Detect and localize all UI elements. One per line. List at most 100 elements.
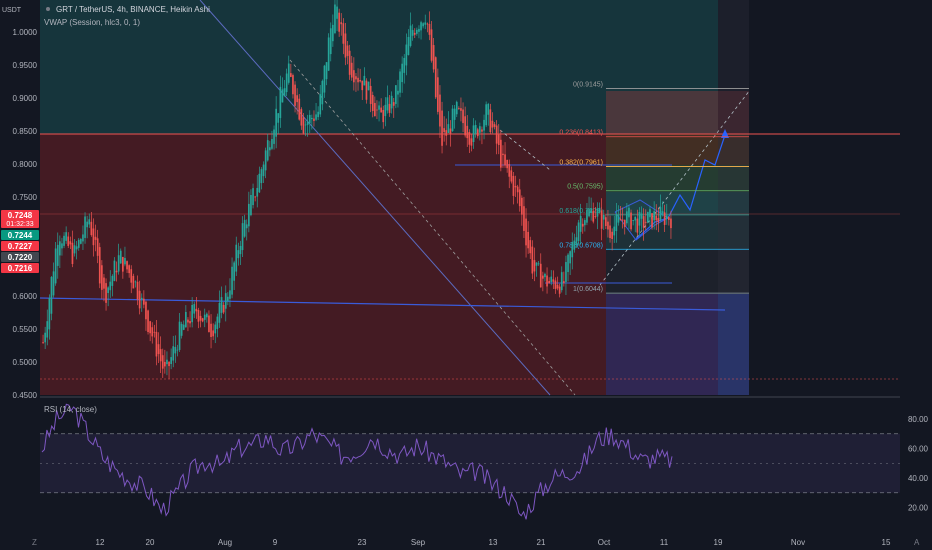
price-axis[interactable]	[0, 0, 40, 550]
candle-body	[476, 129, 479, 137]
candle-body	[573, 240, 576, 250]
candle-body	[619, 218, 622, 221]
price-badge-label-2: 0.7227	[8, 242, 33, 251]
candle-body	[371, 94, 374, 112]
candle-body	[279, 86, 282, 118]
candle-body	[491, 120, 494, 128]
candle-body	[117, 255, 120, 272]
auto-scale-button[interactable]: A	[914, 538, 920, 547]
candle-body	[579, 215, 582, 232]
candle-body	[481, 129, 483, 132]
trendline-dashed[interactable]	[289, 59, 576, 396]
fib-diagonal[interactable]	[599, 89, 751, 286]
candle-body	[176, 349, 179, 351]
candle-body	[361, 80, 364, 91]
candle-body	[558, 286, 561, 294]
candle-body	[600, 210, 603, 229]
candle-body	[447, 124, 450, 133]
fib-band-5	[606, 294, 749, 395]
time-tick-12: 15	[882, 538, 891, 547]
candle-body	[602, 214, 605, 220]
vwap-legend[interactable]: VWAP (Session, hlc3, 0, 1)	[44, 18, 140, 27]
candle-body	[647, 212, 649, 223]
candle-body	[493, 124, 496, 127]
candle-body	[260, 169, 263, 184]
fib-retracement[interactable]: 0(0.9145) 0.236(0.8413) 0.382(0.7961) 0.5(0…	[559, 81, 749, 294]
candle-body	[533, 260, 536, 272]
right-axis[interactable]	[900, 0, 932, 550]
candle-body	[569, 251, 571, 264]
candle-body	[479, 126, 481, 133]
candle-body	[109, 281, 112, 291]
candle-body	[287, 63, 290, 83]
candle-body	[96, 238, 99, 256]
candle-body	[628, 207, 630, 218]
currency-label: USDT	[2, 7, 22, 14]
time-tick-0: 12	[96, 538, 105, 547]
time-axis[interactable]	[0, 535, 932, 550]
support-line[interactable]	[39, 297, 726, 311]
price-badge-label-3: 0.7220	[8, 253, 33, 262]
candle-body	[560, 272, 563, 291]
fib-label-0.786: 0.786(0.6708)	[559, 242, 603, 249]
candle-body	[294, 84, 296, 106]
candle-body	[350, 62, 353, 78]
symbol-status-icon	[46, 7, 50, 11]
candle-body	[292, 75, 294, 95]
candle-body	[632, 220, 634, 221]
candle-body	[124, 257, 126, 265]
candle-body	[653, 211, 655, 221]
candle-body	[544, 273, 546, 278]
triangle-pattern[interactable]	[614, 199, 669, 241]
rsi-tick-1: 60.00	[908, 445, 929, 454]
fib-label-0: 0(0.9145)	[573, 81, 603, 88]
candle-body	[472, 125, 475, 143]
symbol-title[interactable]: GRT / TetherUS, 4h, BINANCE, Heikin Ashi	[56, 5, 210, 14]
candle-body	[609, 225, 611, 239]
candle-body	[418, 28, 420, 32]
timezone-icon[interactable]: Z	[32, 538, 37, 547]
candle-body	[243, 219, 246, 237]
candle-body	[224, 293, 227, 309]
candle-body	[113, 260, 116, 281]
candle-body	[105, 283, 107, 303]
candle-body	[395, 85, 397, 104]
candle-body	[147, 310, 149, 332]
candle-body	[388, 103, 391, 113]
candle-body	[231, 266, 233, 295]
candle-body	[384, 104, 387, 117]
candle-body	[462, 109, 464, 124]
candle-body	[201, 318, 204, 322]
trendline-descending[interactable]	[199, 0, 551, 396]
projection-path[interactable]	[634, 134, 726, 241]
candle-body	[386, 97, 389, 111]
fib-band-2	[606, 165, 749, 192]
candle-body	[56, 244, 59, 266]
channel-dashed[interactable]	[499, 129, 551, 171]
candle-body	[178, 321, 181, 350]
candle-body	[470, 138, 473, 146]
candle-body	[380, 107, 382, 113]
candle-body	[497, 134, 500, 146]
candle-body	[50, 277, 53, 314]
candle-body	[107, 287, 109, 293]
candle-body	[174, 346, 177, 354]
rsi-title: RSI (14, close)	[44, 405, 97, 414]
candle-body	[65, 232, 67, 241]
candle-body	[212, 330, 214, 337]
candle-body	[136, 281, 139, 300]
time-tick-7: 21	[537, 538, 546, 547]
candle-body	[306, 121, 309, 125]
candle-body	[516, 186, 519, 193]
candle-body	[157, 344, 160, 355]
candle-body	[52, 271, 55, 296]
candle-body	[180, 323, 183, 336]
rsi-tick-3: 20.00	[908, 504, 929, 513]
candle-body	[296, 95, 298, 103]
candle-body	[510, 170, 513, 182]
price-tick-0: 1.0000	[13, 28, 38, 37]
candle-body	[407, 36, 410, 55]
candle-body	[432, 45, 435, 70]
candle-body	[168, 361, 170, 367]
